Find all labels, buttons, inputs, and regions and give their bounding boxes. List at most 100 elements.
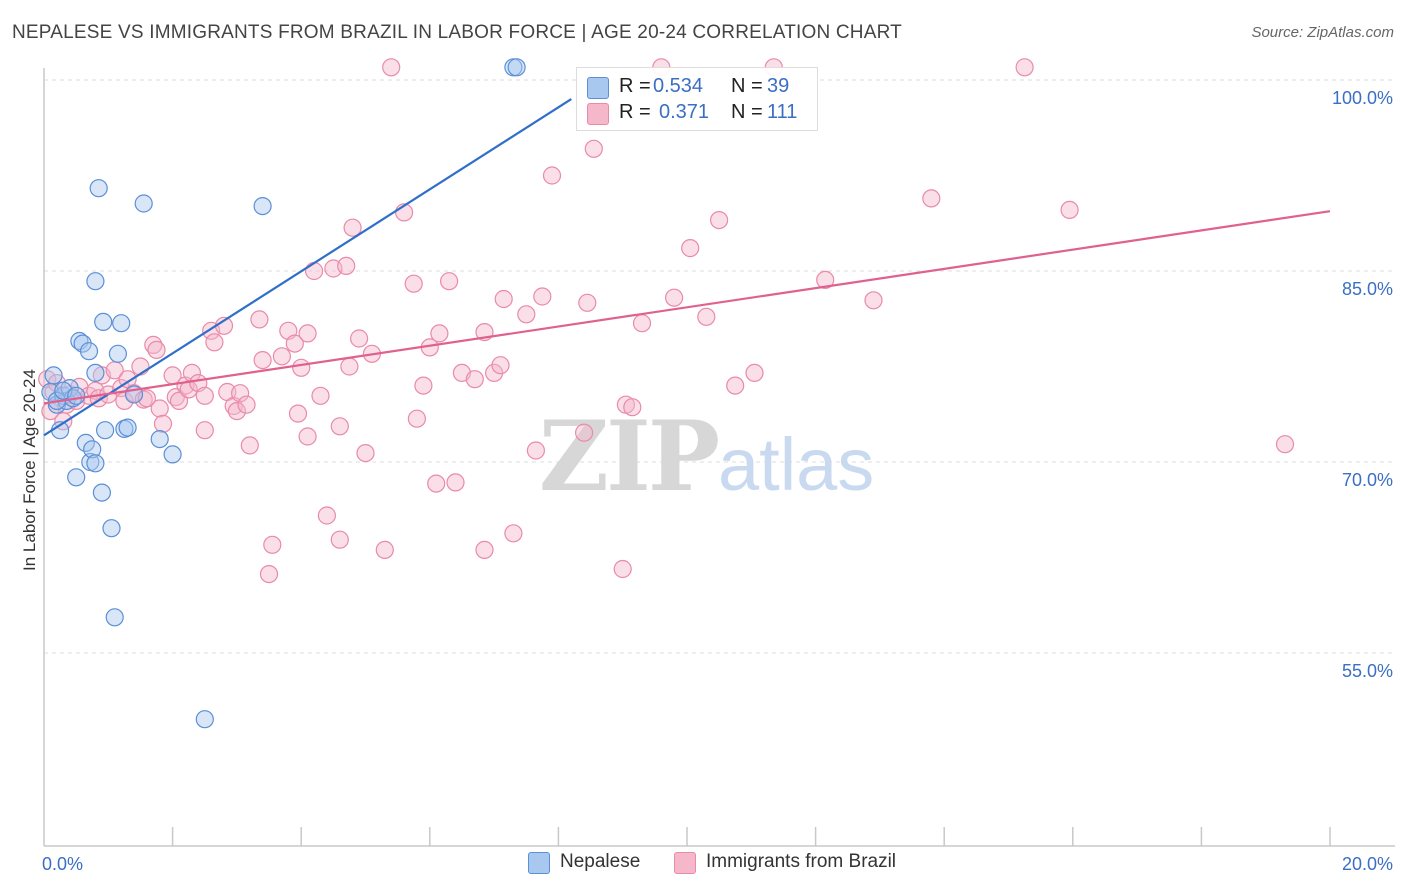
legend-row-nepalese: R = 0.534 N = 39: [577, 75, 817, 101]
point-nepalese: [195, 710, 214, 729]
legend-n-label: N =: [731, 75, 763, 97]
axes-layer: [43, 68, 1395, 847]
point-nepalese: [94, 312, 113, 331]
point-brazil: [144, 335, 163, 354]
series-nepalese-points: [41, 58, 526, 729]
point-brazil: [350, 329, 369, 348]
trend-line-nepalese: [43, 98, 572, 437]
point-brazil: [343, 218, 362, 237]
point-brazil: [726, 376, 745, 395]
legend-row-brazil: R = 0.371 N = 111: [577, 101, 817, 127]
point-brazil: [288, 404, 308, 423]
point-brazil: [446, 473, 465, 492]
point-nepalese: [134, 194, 153, 213]
source-label: Source: ZipAtlas.com: [1251, 24, 1394, 41]
point-brazil: [517, 305, 536, 324]
point-nepalese: [86, 272, 105, 291]
point-nepalese: [108, 344, 128, 363]
point-brazil: [375, 540, 394, 560]
legend-r-value: 0.534: [653, 75, 704, 97]
correlation-legend: R = 0.534 N = 39 R = 0.371 N = 111: [576, 67, 818, 131]
point-brazil: [250, 310, 269, 329]
point-nepalese: [163, 445, 182, 464]
point-nepalese: [86, 363, 105, 382]
point-brazil: [745, 363, 764, 382]
point-brazil: [382, 58, 401, 77]
point-brazil: [240, 436, 259, 455]
legend-r-value: 0.371: [659, 101, 710, 123]
point-brazil: [504, 524, 523, 543]
watermark-zip: ZIP: [539, 400, 718, 513]
legend-swatch-brazil: [587, 103, 609, 125]
legend-swatch-nepalese: [528, 852, 550, 874]
point-brazil: [578, 293, 597, 312]
point-brazil: [632, 314, 652, 333]
legend-n-label: N =: [731, 101, 763, 123]
point-brazil: [317, 506, 336, 525]
point-nepalese: [89, 179, 108, 198]
point-brazil: [259, 564, 279, 584]
point-brazil: [330, 530, 349, 549]
point-nepalese: [79, 342, 99, 361]
point-brazil: [231, 384, 250, 403]
point-brazil: [292, 358, 311, 377]
legend-swatch-nepalese: [587, 77, 609, 99]
point-nepalese: [150, 430, 169, 449]
point-brazil: [475, 540, 494, 560]
point-brazil: [272, 347, 291, 366]
point-brazil: [526, 441, 546, 460]
watermark: ZIP atlas: [539, 400, 874, 513]
point-brazil: [864, 291, 883, 310]
point-brazil: [253, 351, 272, 370]
trend-line-brazil: [43, 210, 1331, 405]
point-nepalese: [83, 440, 102, 459]
point-brazil: [709, 211, 729, 230]
point-brazil: [1275, 435, 1295, 454]
point-brazil: [298, 427, 317, 446]
point-brazil: [681, 239, 700, 258]
x-tick-label: 0.0%: [42, 854, 83, 874]
legend-n-value: 111: [767, 101, 798, 123]
point-brazil: [150, 399, 169, 418]
watermark-atlas: atlas: [718, 423, 874, 506]
point-brazil: [298, 324, 317, 343]
point-brazil: [542, 166, 562, 185]
point-brazil: [305, 261, 324, 281]
point-nepalese: [112, 314, 131, 333]
point-brazil: [427, 474, 446, 493]
y-tick-label: 85.0%: [1342, 279, 1393, 299]
trend-lines: [43, 98, 1331, 437]
point-brazil: [494, 289, 513, 309]
legend-n-value: 39: [767, 75, 790, 97]
point-brazil: [195, 386, 214, 405]
point-brazil: [491, 356, 510, 375]
point-nepalese: [67, 468, 86, 487]
point-nepalese: [67, 386, 86, 405]
point-brazil: [237, 395, 256, 414]
point-brazil: [584, 139, 603, 158]
point-brazil: [574, 423, 594, 442]
point-brazil: [407, 409, 426, 428]
point-brazil: [285, 334, 304, 353]
point-brazil: [440, 272, 459, 291]
point-nepalese: [507, 58, 526, 77]
point-nepalese: [118, 418, 137, 437]
point-brazil: [816, 270, 835, 289]
point-brazil: [311, 386, 330, 405]
y-tick-label: 100.0%: [1332, 88, 1393, 108]
point-brazil: [533, 287, 552, 306]
point-nepalese: [86, 454, 105, 473]
point-brazil: [356, 444, 375, 463]
point-brazil: [623, 398, 642, 417]
point-brazil: [330, 417, 349, 436]
y-tick-label: 70.0%: [1342, 470, 1393, 490]
point-brazil: [465, 370, 484, 389]
point-brazil: [147, 340, 166, 359]
point-nepalese: [95, 421, 115, 440]
legend-r-label: R =: [619, 75, 651, 97]
point-nepalese: [92, 483, 112, 502]
point-brazil: [337, 256, 356, 275]
point-nepalese: [102, 519, 121, 538]
point-brazil: [1060, 200, 1079, 219]
point-brazil: [340, 357, 359, 376]
